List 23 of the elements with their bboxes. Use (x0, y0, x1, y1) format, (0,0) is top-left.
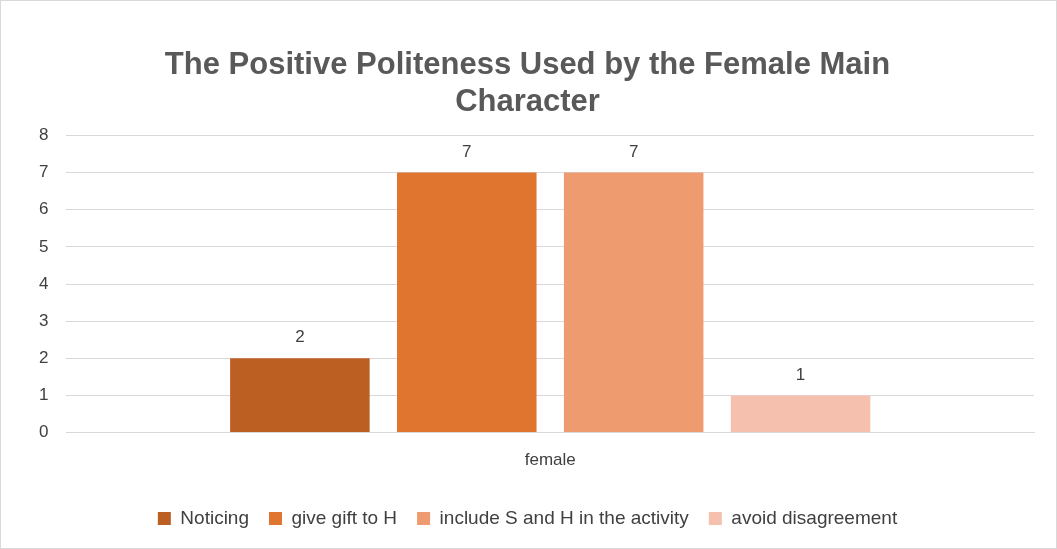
bar (730, 395, 871, 433)
legend-label: give gift to H (291, 506, 398, 528)
legend-label: Noticing (180, 506, 249, 528)
data-label: 1 (795, 364, 806, 384)
data-label: 2 (295, 327, 305, 347)
bar (563, 172, 704, 433)
y-tick-label: 3 (38, 310, 49, 330)
bar (230, 358, 370, 433)
data-label: 7 (462, 141, 472, 161)
data-label: 7 (628, 141, 639, 161)
y-tick-label: 5 (38, 236, 49, 256)
y-tick-label: 2 (38, 347, 49, 367)
legend-label: include S and H in the activity (439, 506, 690, 528)
y-tick-label: 7 (38, 162, 49, 182)
x-tick-label: female (524, 450, 576, 470)
chart-title: The Positive Politeness Used by the Female Main Character (164, 46, 891, 119)
y-tick-label: 0 (38, 422, 49, 442)
y-tick-label: 4 (38, 273, 49, 293)
y-tick-label: 1 (38, 385, 49, 405)
legend-label: avoid disagreement (731, 506, 898, 528)
y-tick-label: 8 (38, 125, 49, 145)
y-tick-label: 6 (38, 199, 49, 219)
bar (397, 172, 537, 433)
